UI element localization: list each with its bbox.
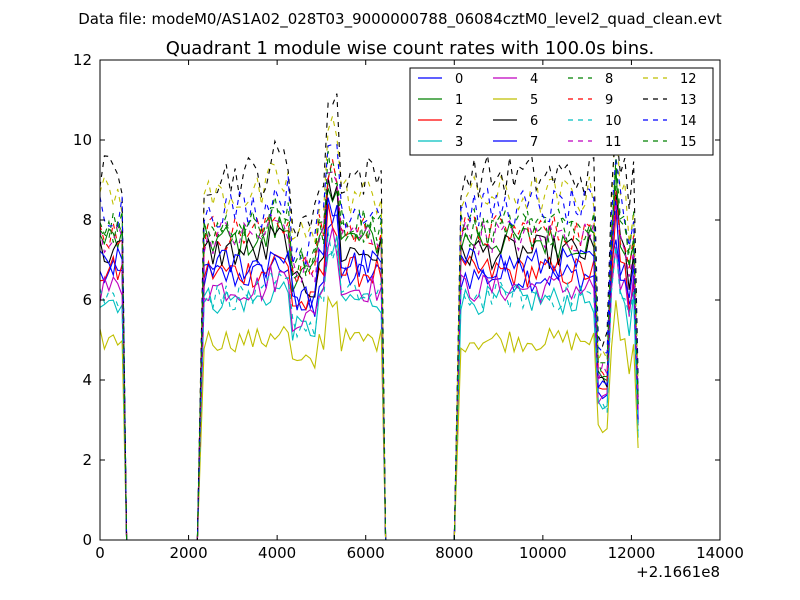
series-line-6 xyxy=(99,177,639,541)
series-line-8 xyxy=(99,159,639,541)
legend-label-3: 3 xyxy=(455,135,463,150)
series-line-13 xyxy=(99,93,639,541)
legend-label-8: 8 xyxy=(605,72,613,87)
chart-title: Quadrant 1 module wise count rates with … xyxy=(166,38,655,59)
legend-label-12: 12 xyxy=(680,72,697,87)
series-line-9 xyxy=(99,159,639,541)
legend-label-10: 10 xyxy=(605,114,622,129)
legend-label-15: 15 xyxy=(680,135,697,150)
y-tick-label: 2 xyxy=(82,451,92,469)
x-tick-label: 8000 xyxy=(435,544,473,562)
x-axis: 0 2000 4000 6000 8000 10000 12000 14000 xyxy=(95,60,744,562)
legend-label-5: 5 xyxy=(530,93,538,108)
series-line-15 xyxy=(99,150,639,541)
legend-label-6: 6 xyxy=(530,114,538,129)
series-line-1 xyxy=(99,167,639,541)
legend-label-4: 4 xyxy=(530,72,538,87)
series-line-10 xyxy=(99,231,639,541)
legend-label-2: 2 xyxy=(455,114,463,129)
legend-label-7: 7 xyxy=(530,135,538,150)
series-line-12 xyxy=(99,114,639,541)
suptitle: Data file: modeM0/AS1A02_028T03_90000007… xyxy=(78,10,722,29)
x-tick-label: 0 xyxy=(95,544,105,562)
y-tick-label: 4 xyxy=(82,371,92,389)
y-tick-label: 10 xyxy=(73,131,92,149)
series-line-4 xyxy=(99,227,639,541)
series-line-5 xyxy=(99,294,639,541)
series-line-7 xyxy=(99,197,639,541)
legend-label-9: 9 xyxy=(605,93,613,108)
x-tick-label: 4000 xyxy=(258,544,296,562)
y-tick-label: 8 xyxy=(82,211,92,229)
x-tick-label: 2000 xyxy=(169,544,207,562)
y-tick-label: 0 xyxy=(82,531,92,549)
x-tick-label: 14000 xyxy=(696,544,744,562)
legend-label-11: 11 xyxy=(605,135,622,150)
x-tick-label: 6000 xyxy=(347,544,385,562)
legend-label-0: 0 xyxy=(455,72,463,87)
legend-box xyxy=(409,67,714,156)
x-offset-label: +2.1661e8 xyxy=(636,563,720,581)
series-line-3 xyxy=(99,235,639,541)
x-tick-label: 10000 xyxy=(519,544,567,562)
y-tick-label: 12 xyxy=(73,51,92,69)
legend-label-13: 13 xyxy=(680,93,697,108)
legend-label-14: 14 xyxy=(680,114,697,129)
series-line-14 xyxy=(99,143,639,541)
legend-label-1: 1 xyxy=(455,93,463,108)
x-tick-label: 12000 xyxy=(608,544,656,562)
plot-lines xyxy=(99,93,639,541)
series-line-2 xyxy=(99,203,639,541)
y-tick-label: 6 xyxy=(82,291,92,309)
